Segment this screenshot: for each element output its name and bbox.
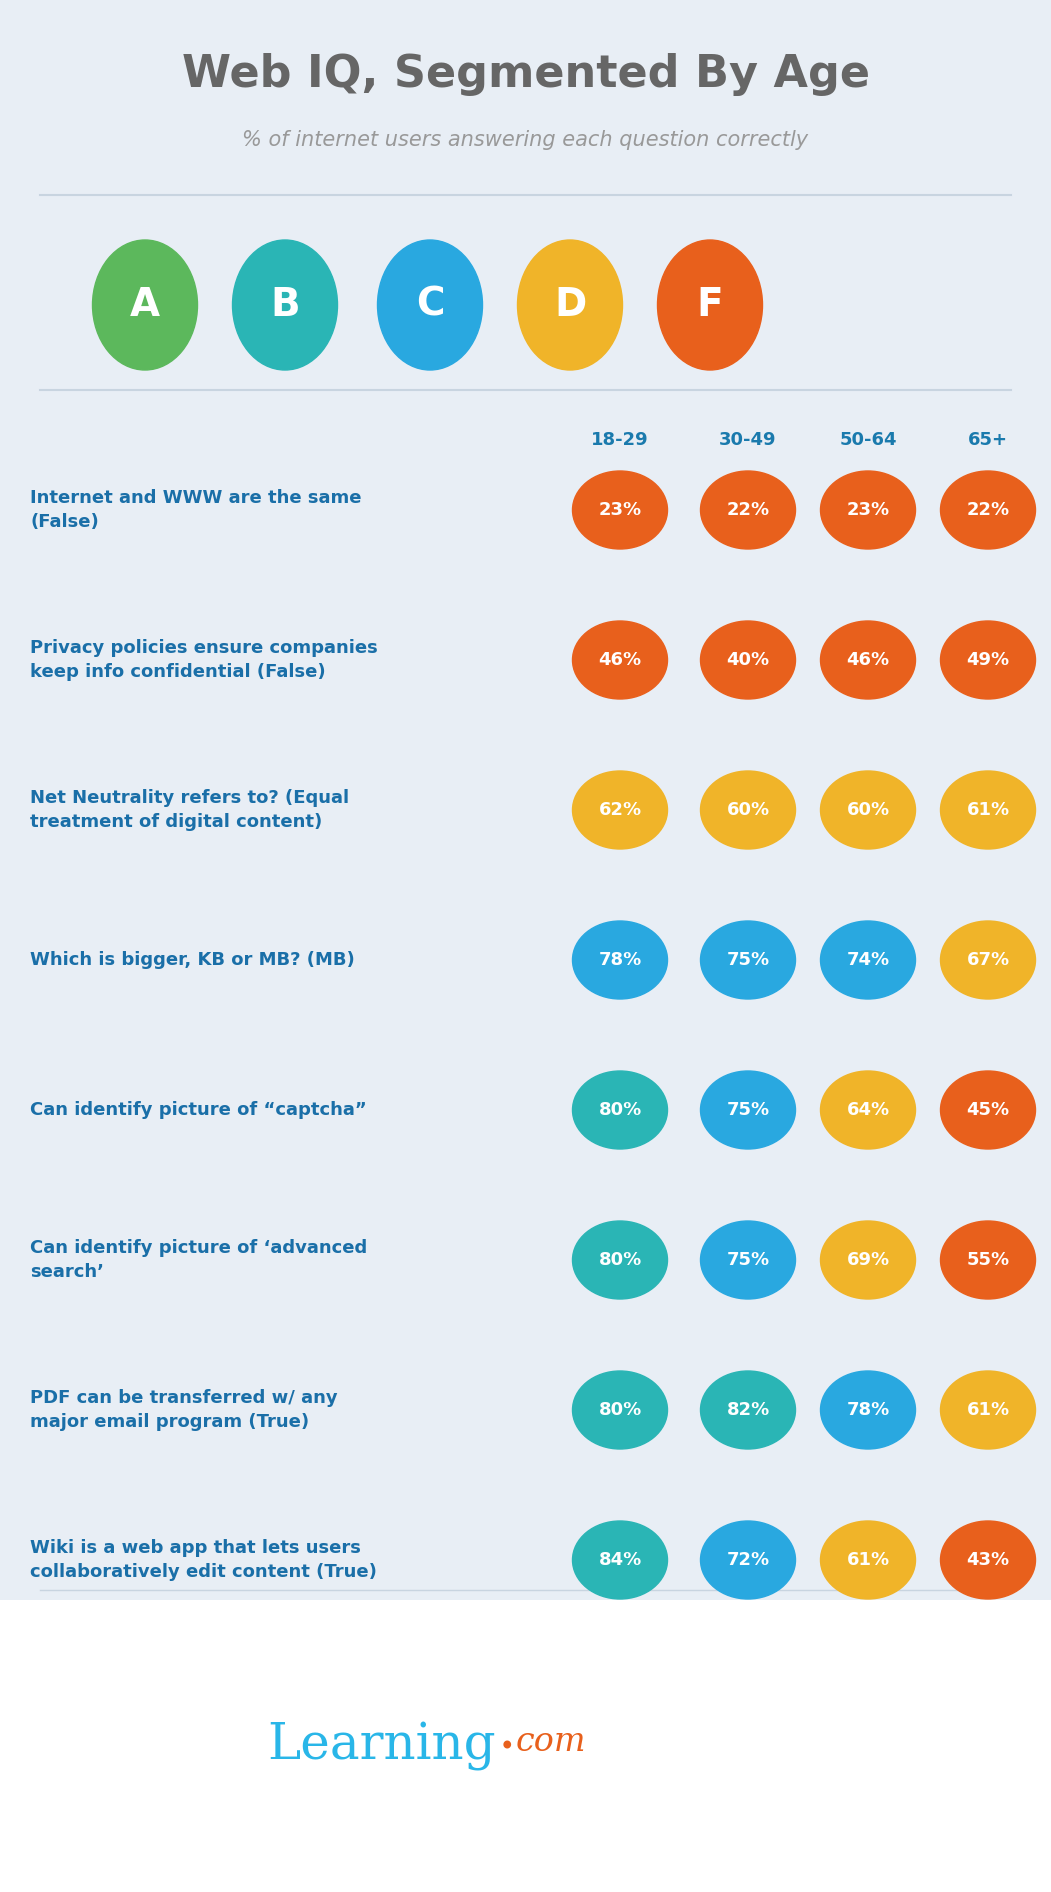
Text: 72%: 72% bbox=[726, 1551, 769, 1568]
Ellipse shape bbox=[701, 1372, 796, 1449]
Ellipse shape bbox=[573, 921, 667, 999]
Text: Can identify picture of “captcha”: Can identify picture of “captcha” bbox=[30, 1101, 367, 1118]
Ellipse shape bbox=[701, 772, 796, 850]
Ellipse shape bbox=[573, 471, 667, 549]
Text: Which is bigger, KB or MB? (MB): Which is bigger, KB or MB? (MB) bbox=[30, 952, 355, 969]
Text: 80%: 80% bbox=[598, 1251, 641, 1270]
Ellipse shape bbox=[701, 1071, 796, 1148]
Ellipse shape bbox=[573, 621, 667, 698]
Text: 69%: 69% bbox=[846, 1251, 889, 1270]
Text: 55%: 55% bbox=[967, 1251, 1010, 1270]
Text: C: C bbox=[416, 286, 445, 324]
Ellipse shape bbox=[941, 471, 1035, 549]
Text: 84%: 84% bbox=[598, 1551, 641, 1568]
Ellipse shape bbox=[821, 1372, 915, 1449]
Text: 64%: 64% bbox=[846, 1101, 889, 1118]
Ellipse shape bbox=[701, 1220, 796, 1300]
Ellipse shape bbox=[573, 1220, 667, 1300]
Ellipse shape bbox=[941, 1372, 1035, 1449]
Ellipse shape bbox=[941, 621, 1035, 698]
Text: A: A bbox=[130, 286, 160, 324]
Text: B: B bbox=[270, 286, 300, 324]
Text: 60%: 60% bbox=[726, 800, 769, 819]
Text: D: D bbox=[554, 286, 586, 324]
Ellipse shape bbox=[941, 1521, 1035, 1599]
FancyBboxPatch shape bbox=[0, 1601, 1051, 1892]
Text: % of internet users answering each question correctly: % of internet users answering each quest… bbox=[243, 131, 808, 149]
Text: 75%: 75% bbox=[726, 952, 769, 969]
Ellipse shape bbox=[573, 1372, 667, 1449]
Ellipse shape bbox=[232, 240, 337, 371]
Text: 61%: 61% bbox=[967, 800, 1010, 819]
Text: Net Neutrality refers to? (Equal
treatment of digital content): Net Neutrality refers to? (Equal treatme… bbox=[30, 789, 349, 831]
Ellipse shape bbox=[701, 1521, 796, 1599]
Ellipse shape bbox=[821, 1071, 915, 1148]
Ellipse shape bbox=[941, 772, 1035, 850]
Text: 75%: 75% bbox=[726, 1101, 769, 1118]
Ellipse shape bbox=[701, 921, 796, 999]
Text: 45%: 45% bbox=[967, 1101, 1010, 1118]
Ellipse shape bbox=[821, 921, 915, 999]
Text: 78%: 78% bbox=[846, 1400, 889, 1419]
Ellipse shape bbox=[517, 240, 622, 371]
Text: 65+: 65+ bbox=[968, 431, 1008, 448]
Text: com: com bbox=[515, 1726, 586, 1758]
Ellipse shape bbox=[821, 471, 915, 549]
Text: 74%: 74% bbox=[846, 952, 889, 969]
Text: Privacy policies ensure companies
keep info confidential (False): Privacy policies ensure companies keep i… bbox=[30, 639, 377, 681]
Text: 22%: 22% bbox=[726, 501, 769, 518]
Ellipse shape bbox=[941, 921, 1035, 999]
Text: 23%: 23% bbox=[846, 501, 889, 518]
Text: 30-49: 30-49 bbox=[719, 431, 777, 448]
Text: PDF can be transferred w/ any
major email program (True): PDF can be transferred w/ any major emai… bbox=[30, 1389, 337, 1430]
Text: 23%: 23% bbox=[598, 501, 641, 518]
Text: 67%: 67% bbox=[967, 952, 1010, 969]
Text: 43%: 43% bbox=[967, 1551, 1010, 1568]
Ellipse shape bbox=[941, 1071, 1035, 1148]
Text: 60%: 60% bbox=[846, 800, 889, 819]
Text: F: F bbox=[697, 286, 723, 324]
Text: 46%: 46% bbox=[846, 651, 889, 670]
Ellipse shape bbox=[573, 772, 667, 850]
Text: 80%: 80% bbox=[598, 1400, 641, 1419]
Text: 22%: 22% bbox=[967, 501, 1010, 518]
Ellipse shape bbox=[821, 1521, 915, 1599]
Ellipse shape bbox=[573, 1521, 667, 1599]
Ellipse shape bbox=[573, 1071, 667, 1148]
Ellipse shape bbox=[821, 1220, 915, 1300]
Text: Web IQ, Segmented By Age: Web IQ, Segmented By Age bbox=[182, 53, 869, 96]
Text: 61%: 61% bbox=[846, 1551, 889, 1568]
Text: 78%: 78% bbox=[598, 952, 641, 969]
Text: Can identify picture of ‘advanced
search’: Can identify picture of ‘advanced search… bbox=[30, 1239, 367, 1281]
Text: 82%: 82% bbox=[726, 1400, 769, 1419]
Ellipse shape bbox=[377, 240, 482, 371]
Text: Learning: Learning bbox=[267, 1722, 495, 1771]
Ellipse shape bbox=[701, 621, 796, 698]
Text: Internet and WWW are the same
(False): Internet and WWW are the same (False) bbox=[30, 490, 362, 532]
Ellipse shape bbox=[941, 1220, 1035, 1300]
Ellipse shape bbox=[92, 240, 198, 371]
Text: .: . bbox=[499, 1714, 514, 1758]
Ellipse shape bbox=[701, 471, 796, 549]
Text: 40%: 40% bbox=[726, 651, 769, 670]
Text: 18-29: 18-29 bbox=[591, 431, 648, 448]
Text: 75%: 75% bbox=[726, 1251, 769, 1270]
Ellipse shape bbox=[821, 621, 915, 698]
Ellipse shape bbox=[658, 240, 762, 371]
Ellipse shape bbox=[821, 772, 915, 850]
Text: 80%: 80% bbox=[598, 1101, 641, 1118]
Text: 50-64: 50-64 bbox=[840, 431, 897, 448]
Text: 62%: 62% bbox=[598, 800, 641, 819]
Text: Wiki is a web app that lets users
collaboratively edit content (True): Wiki is a web app that lets users collab… bbox=[30, 1540, 377, 1582]
Text: 46%: 46% bbox=[598, 651, 641, 670]
Text: 49%: 49% bbox=[967, 651, 1010, 670]
Text: 61%: 61% bbox=[967, 1400, 1010, 1419]
